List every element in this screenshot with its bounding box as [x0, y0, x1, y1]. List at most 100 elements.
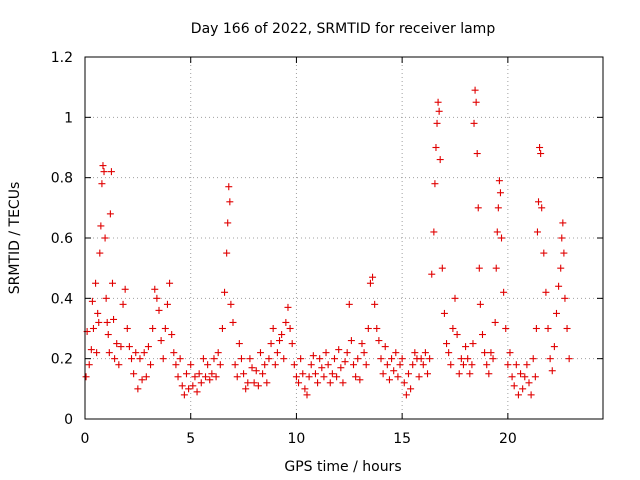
data-point [288, 340, 296, 348]
data-point [343, 349, 351, 357]
data-point [221, 288, 229, 296]
data-point [185, 385, 193, 393]
data-point [206, 376, 214, 384]
data-point [178, 382, 186, 390]
data-point [233, 373, 241, 381]
data-point [100, 168, 108, 176]
data-point [202, 373, 210, 381]
data-point [105, 349, 113, 357]
data-point [494, 204, 502, 212]
y-tick-label: 0.6 [51, 231, 73, 247]
data-point [311, 370, 319, 378]
data-point [256, 349, 264, 357]
data-point [440, 309, 448, 317]
data-point [411, 349, 419, 357]
data-point [123, 325, 131, 332]
data-point [443, 340, 451, 348]
data-point [240, 370, 248, 378]
data-point [307, 361, 315, 369]
data-point [493, 228, 501, 236]
data-point [195, 370, 203, 378]
data-point [350, 361, 358, 369]
data-point [87, 346, 95, 354]
data-point [478, 331, 486, 339]
chart-title: Day 166 of 2022, SRMTID for receiver lam… [191, 21, 496, 37]
data-point [360, 349, 368, 357]
data-point [134, 385, 142, 393]
data-point [544, 325, 552, 332]
data-point [538, 204, 546, 212]
data-point [364, 325, 372, 332]
axis-ticks: 0 5 10 15 20 0 0.2 0.4 0.6 0.8 1 1.2 [51, 50, 603, 447]
y-axis-label: SRMTID / TECUs [7, 182, 23, 295]
data-point [468, 361, 476, 369]
data-point [335, 346, 343, 354]
data-point [314, 379, 322, 387]
data-point [390, 367, 398, 375]
data-point [98, 180, 106, 188]
data-point [224, 219, 232, 227]
data-point [82, 373, 90, 381]
data-point [214, 349, 222, 357]
data-point [535, 198, 543, 206]
data-point [104, 331, 112, 339]
data-point [483, 361, 491, 369]
data-point [320, 373, 328, 381]
data-point [510, 382, 518, 390]
data-point [121, 285, 129, 293]
data-point [225, 183, 233, 191]
data-point [345, 300, 353, 308]
data-point [191, 373, 199, 381]
data-point [489, 355, 497, 363]
data-point [189, 382, 197, 390]
data-point [362, 361, 370, 369]
data-point [130, 370, 138, 378]
data-point [246, 355, 254, 363]
data-point [457, 355, 465, 363]
data-point [492, 264, 500, 272]
data-point [226, 198, 234, 206]
data-point [537, 150, 545, 158]
data-point [273, 349, 281, 357]
data-point [366, 279, 374, 287]
data-point [161, 325, 169, 332]
data-point [117, 343, 125, 351]
data-point [396, 361, 404, 369]
y-tick-label: 0.8 [51, 171, 73, 187]
data-point [140, 349, 148, 357]
data-point [144, 343, 152, 351]
data-point [155, 306, 163, 314]
data-point [475, 264, 483, 272]
data-point [204, 361, 212, 369]
data-point [400, 379, 408, 387]
x-axis-label: GPS time / hours [284, 459, 401, 475]
data-point [316, 355, 324, 363]
data-point [252, 367, 260, 375]
data-point [119, 300, 127, 308]
data-point [527, 391, 535, 399]
data-point [261, 361, 269, 369]
data-point [435, 107, 443, 115]
data-point [305, 373, 313, 381]
plot-frame [84, 56, 604, 420]
data-point [231, 361, 239, 369]
data-point [407, 385, 415, 393]
data-point [432, 144, 440, 151]
data-point [88, 297, 96, 305]
data-point [481, 349, 489, 357]
data-point [259, 370, 267, 378]
data-point [394, 373, 402, 381]
data-point [267, 340, 275, 348]
data-point [159, 355, 167, 363]
data-point [237, 355, 245, 363]
data-point [385, 376, 393, 384]
data-points [82, 86, 573, 399]
data-point [379, 370, 387, 378]
data-point [208, 370, 216, 378]
data-point [523, 361, 531, 369]
data-point [392, 349, 400, 357]
data-point [438, 264, 446, 272]
data-point [295, 379, 303, 387]
data-point [347, 337, 355, 345]
